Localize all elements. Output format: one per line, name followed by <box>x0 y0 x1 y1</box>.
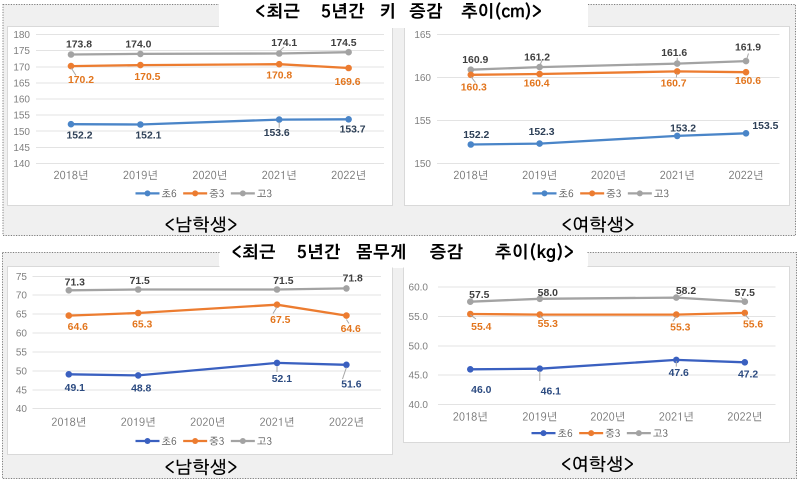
svg-text:160.9: 160.9 <box>462 55 488 66</box>
svg-text:65.3: 65.3 <box>132 320 152 331</box>
svg-text:174.5: 174.5 <box>331 38 357 49</box>
svg-text:153.2: 153.2 <box>670 123 696 134</box>
svg-text:75: 75 <box>16 272 28 283</box>
svg-text:57.5: 57.5 <box>469 290 489 301</box>
svg-text:152.3: 152.3 <box>529 127 555 138</box>
svg-text:52.1: 52.1 <box>272 374 292 385</box>
svg-text:170: 170 <box>13 62 30 73</box>
svg-text:160.4: 160.4 <box>524 78 550 89</box>
svg-text:155: 155 <box>414 116 431 127</box>
svg-text:155: 155 <box>13 111 30 122</box>
svg-text:152.1: 152.1 <box>135 130 161 141</box>
svg-text:51.6: 51.6 <box>341 380 361 391</box>
svg-text:40.0: 40.0 <box>409 400 429 411</box>
svg-text:174.0: 174.0 <box>125 39 151 50</box>
svg-text:55.4: 55.4 <box>471 322 491 333</box>
svg-text:152.2: 152.2 <box>66 130 92 141</box>
svg-text:46.0: 46.0 <box>471 385 491 396</box>
svg-text:47.6: 47.6 <box>669 368 689 379</box>
svg-text:50.0: 50.0 <box>409 341 429 352</box>
svg-text:161.6: 161.6 <box>661 48 687 59</box>
svg-text:70: 70 <box>16 291 28 302</box>
svg-text:46.1: 46.1 <box>541 387 561 398</box>
svg-text:47.2: 47.2 <box>738 370 758 381</box>
svg-text:170.8: 170.8 <box>266 71 292 82</box>
svg-text:174.1: 174.1 <box>271 38 297 49</box>
svg-text:150: 150 <box>414 159 431 170</box>
svg-text:45: 45 <box>16 385 28 396</box>
svg-text:160.3: 160.3 <box>461 83 487 94</box>
svg-text:55.3: 55.3 <box>538 319 558 330</box>
svg-text:64.6: 64.6 <box>68 322 88 333</box>
svg-text:55: 55 <box>16 347 28 358</box>
svg-text:60.0: 60.0 <box>409 283 429 294</box>
svg-text:161.9: 161.9 <box>735 42 761 53</box>
svg-text:145: 145 <box>13 143 30 154</box>
svg-text:64.6: 64.6 <box>341 324 361 335</box>
svg-text:165: 165 <box>13 78 30 89</box>
svg-text:71.5: 71.5 <box>130 276 150 287</box>
svg-text:65: 65 <box>16 310 28 321</box>
svg-text:55.3: 55.3 <box>670 323 690 334</box>
svg-text:60: 60 <box>16 329 28 340</box>
svg-text:152.2: 152.2 <box>463 130 489 141</box>
svg-text:71.5: 71.5 <box>273 276 293 287</box>
svg-text:71.3: 71.3 <box>65 277 85 288</box>
svg-text:160: 160 <box>414 73 431 84</box>
svg-text:67.5: 67.5 <box>270 315 290 326</box>
svg-text:55.0: 55.0 <box>409 312 429 323</box>
svg-text:170.2: 170.2 <box>68 75 94 86</box>
svg-text:160.6: 160.6 <box>735 76 761 87</box>
svg-text:58.2: 58.2 <box>676 286 696 297</box>
svg-text:48.8: 48.8 <box>131 383 151 394</box>
svg-text:160.7: 160.7 <box>661 78 687 89</box>
svg-text:50: 50 <box>16 366 28 377</box>
svg-text:153.5: 153.5 <box>752 121 778 132</box>
svg-text:40: 40 <box>16 404 28 415</box>
svg-text:57.5: 57.5 <box>735 288 755 299</box>
svg-text:153.7: 153.7 <box>340 125 366 136</box>
svg-text:175: 175 <box>13 46 30 57</box>
svg-text:165: 165 <box>414 30 431 41</box>
svg-text:180: 180 <box>13 30 30 41</box>
svg-text:153.6: 153.6 <box>264 128 290 139</box>
svg-text:58.0: 58.0 <box>538 288 558 299</box>
svg-text:161.2: 161.2 <box>524 52 550 63</box>
svg-text:169.6: 169.6 <box>335 77 361 88</box>
svg-text:160: 160 <box>13 95 30 106</box>
svg-text:173.8: 173.8 <box>66 39 92 50</box>
svg-text:55.6: 55.6 <box>743 320 763 331</box>
svg-text:150: 150 <box>13 127 30 138</box>
svg-text:49.1: 49.1 <box>65 383 85 394</box>
svg-text:45.0: 45.0 <box>409 371 429 382</box>
svg-text:140: 140 <box>13 159 30 170</box>
svg-text:170.5: 170.5 <box>134 72 160 83</box>
svg-text:71.8: 71.8 <box>343 274 363 285</box>
